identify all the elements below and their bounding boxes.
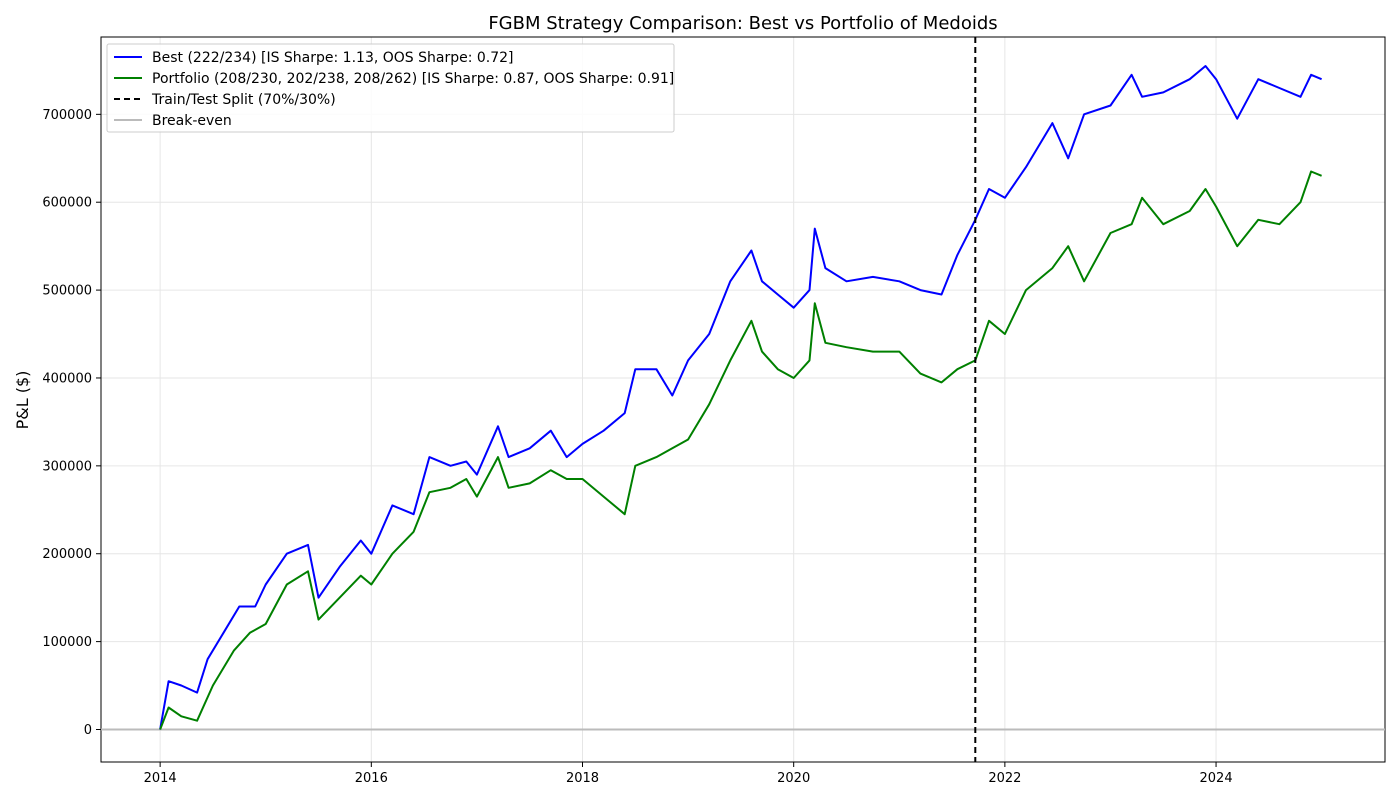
x-tick-label: 2018 [566,771,599,786]
legend-item-best: Best (222/234) [IS Sharpe: 1.13, OOS Sha… [114,50,514,66]
plot-area-frame [100,36,1386,763]
x-axis: 2014 2016 2018 2020 2022 2024 [144,762,1233,786]
legend-label-split: Train/Test Split (70%/30%) [151,92,336,108]
x-tick-label: 2016 [355,771,388,786]
y-tick-label: 300000 [42,459,92,474]
x-tick-label: 2014 [144,771,177,786]
y-tick-label: 400000 [42,371,92,386]
y-axis: 0 100000 200000 300000 400000 500000 600000 700… [42,108,101,738]
x-tick-label: 2022 [988,771,1021,786]
y-tick-label: 500000 [42,284,92,299]
y-tick-label: 700000 [42,108,92,123]
legend-box [106,43,675,133]
best-series-line [159,65,1322,730]
y-tick-label: 100000 [42,635,92,650]
series-layer [101,37,1385,762]
grid [101,37,1385,762]
legend-label-best: Best (222/234) [IS Sharpe: 1.13, OOS Sha… [152,50,514,66]
legend-label-breakeven: Break-even [152,113,232,129]
x-tick-label: 2020 [777,771,810,786]
legend-label-portfolio: Portfolio (208/230, 202/238, 208/262) [I… [152,71,674,87]
y-tick-label: 0 [84,723,92,738]
legend-item-portfolio: Portfolio (208/230, 202/238, 208/262) [I… [114,71,674,87]
x-tick-label: 2024 [1200,771,1233,786]
chart-title: FGBM Strategy Comparison: Best vs Portfo… [488,13,997,34]
y-axis-label: P&L ($) [13,371,32,430]
y-tick-label: 600000 [42,196,92,211]
portfolio-series-line [159,170,1322,730]
legend-item-split: Train/Test Split (70%/30%) [114,92,336,108]
legend: Best (222/234) [IS Sharpe: 1.13, OOS Sha… [106,43,675,133]
legend-item-breakeven: Break-even [114,113,232,129]
y-tick-label: 200000 [42,547,92,562]
